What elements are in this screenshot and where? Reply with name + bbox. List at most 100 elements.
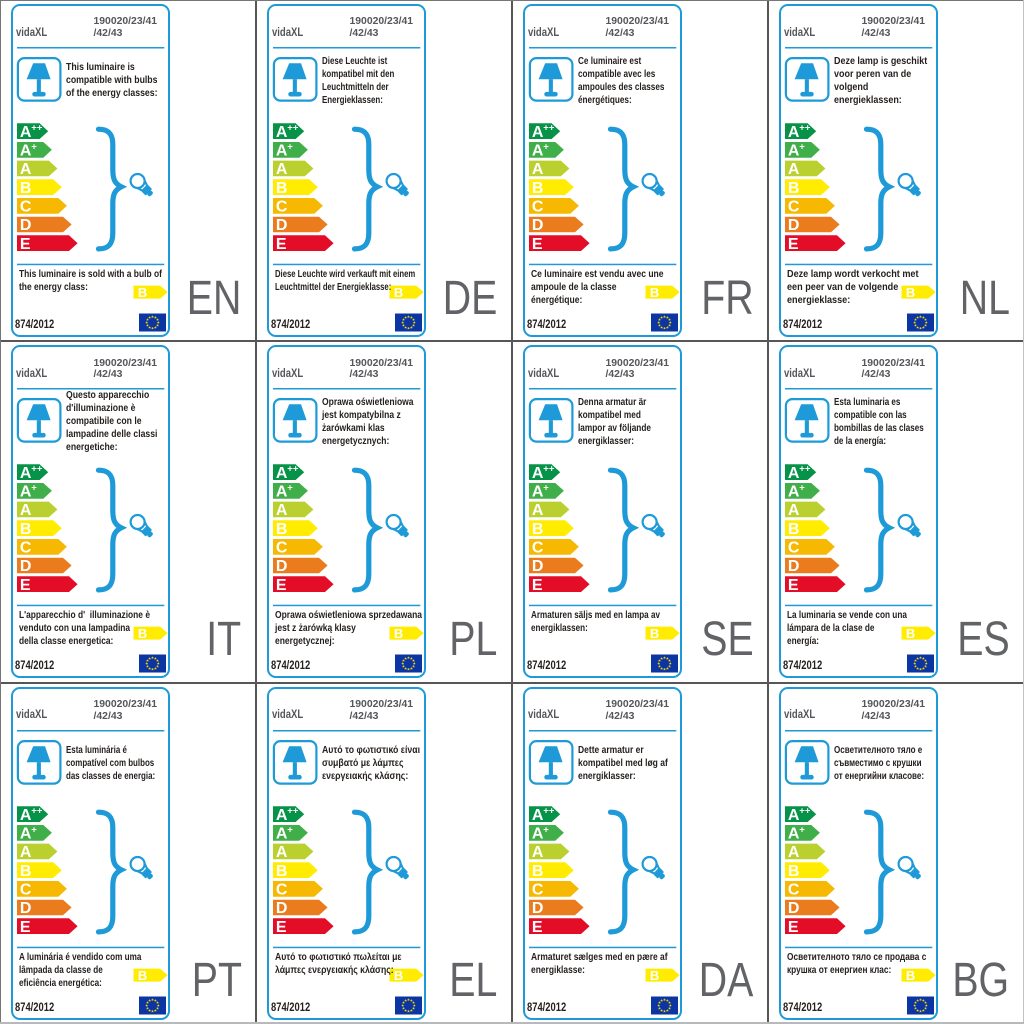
svg-text:B: B: [532, 862, 544, 879]
svg-text:+: +: [543, 824, 549, 835]
svg-text:B: B: [650, 285, 659, 300]
svg-text:C: C: [532, 540, 544, 557]
svg-text:E: E: [276, 236, 287, 253]
svg-text:E: E: [276, 918, 287, 935]
svg-text:A: A: [788, 484, 800, 501]
svg-text:+: +: [287, 141, 293, 152]
svg-text:D: D: [788, 559, 800, 576]
svg-text:B: B: [906, 967, 915, 982]
svg-text:C: C: [788, 198, 800, 215]
svg-text:B: B: [276, 180, 288, 197]
svg-text:B: B: [906, 285, 915, 300]
svg-text:C: C: [532, 198, 544, 215]
svg-text:E: E: [532, 236, 543, 253]
svg-text:A: A: [20, 806, 32, 823]
svg-text:++: ++: [799, 805, 811, 816]
svg-text:B: B: [788, 180, 800, 197]
svg-text:C: C: [20, 540, 32, 557]
svg-text:C: C: [276, 198, 288, 215]
svg-text:A: A: [532, 825, 544, 842]
svg-text:B: B: [650, 967, 659, 982]
svg-text:A: A: [276, 465, 288, 482]
svg-text:++: ++: [287, 464, 299, 475]
svg-text:A: A: [20, 124, 32, 141]
svg-text:A: A: [20, 844, 32, 861]
svg-text:+: +: [799, 141, 805, 152]
svg-text:+: +: [799, 824, 805, 835]
svg-text:B: B: [532, 180, 544, 197]
svg-text:D: D: [532, 900, 544, 917]
svg-text:B: B: [138, 285, 147, 300]
svg-text:A: A: [788, 142, 800, 159]
svg-text:D: D: [20, 559, 32, 576]
svg-text:++: ++: [31, 464, 43, 475]
svg-text:D: D: [20, 900, 32, 917]
svg-text:A: A: [532, 161, 544, 178]
svg-text:D: D: [276, 900, 288, 917]
svg-text:++: ++: [31, 805, 43, 816]
svg-text:++: ++: [543, 464, 555, 475]
svg-text:A: A: [20, 465, 32, 482]
svg-text:D: D: [788, 900, 800, 917]
svg-text:A: A: [532, 502, 544, 519]
svg-text:+: +: [287, 824, 293, 835]
svg-text:A: A: [788, 502, 800, 519]
svg-text:A: A: [532, 124, 544, 141]
svg-text:B: B: [276, 862, 288, 879]
svg-text:B: B: [650, 626, 659, 641]
svg-text:B: B: [788, 862, 800, 879]
svg-text:D: D: [788, 217, 800, 234]
svg-text:E: E: [532, 577, 543, 594]
svg-text:B: B: [906, 626, 915, 641]
svg-text:C: C: [276, 540, 288, 557]
svg-text:+: +: [31, 824, 37, 835]
svg-text:A: A: [788, 124, 800, 141]
svg-text:+: +: [543, 141, 549, 152]
svg-text:D: D: [276, 217, 288, 234]
svg-text:E: E: [20, 577, 31, 594]
svg-text:++: ++: [543, 805, 555, 816]
svg-text:B: B: [532, 521, 544, 538]
svg-text:A: A: [532, 806, 544, 823]
svg-text:B: B: [276, 521, 288, 538]
svg-text:A: A: [276, 825, 288, 842]
svg-text:E: E: [788, 236, 799, 253]
svg-text:B: B: [394, 626, 403, 641]
svg-text:A: A: [20, 825, 32, 842]
svg-text:A: A: [532, 844, 544, 861]
svg-text:D: D: [276, 559, 288, 576]
svg-text:D: D: [20, 217, 32, 234]
svg-text:E: E: [20, 918, 31, 935]
svg-text:+: +: [799, 483, 805, 494]
svg-text:B: B: [20, 521, 32, 538]
svg-text:+: +: [287, 483, 293, 494]
svg-text:D: D: [532, 559, 544, 576]
svg-text:B: B: [20, 862, 32, 879]
svg-text:B: B: [138, 626, 147, 641]
svg-text:++: ++: [799, 464, 811, 475]
svg-text:A: A: [276, 484, 288, 501]
svg-text:++: ++: [287, 805, 299, 816]
svg-text:A: A: [788, 844, 800, 861]
svg-text:A: A: [788, 161, 800, 178]
svg-text:++: ++: [31, 123, 43, 134]
svg-text:A: A: [532, 484, 544, 501]
svg-text:B: B: [138, 967, 147, 982]
svg-text:A: A: [276, 844, 288, 861]
svg-text:C: C: [788, 540, 800, 557]
svg-text:C: C: [20, 198, 32, 215]
svg-text:A: A: [532, 465, 544, 482]
svg-text:C: C: [788, 881, 800, 898]
svg-text:++: ++: [543, 123, 555, 134]
svg-text:A: A: [788, 825, 800, 842]
svg-text:A: A: [276, 124, 288, 141]
svg-text:++: ++: [799, 123, 811, 134]
svg-text:E: E: [788, 577, 799, 594]
svg-text:+: +: [31, 483, 37, 494]
svg-text:A: A: [276, 161, 288, 178]
svg-text:B: B: [394, 285, 403, 300]
svg-text:A: A: [20, 502, 32, 519]
svg-text:A: A: [276, 502, 288, 519]
svg-text:A: A: [20, 484, 32, 501]
svg-text:B: B: [788, 521, 800, 538]
